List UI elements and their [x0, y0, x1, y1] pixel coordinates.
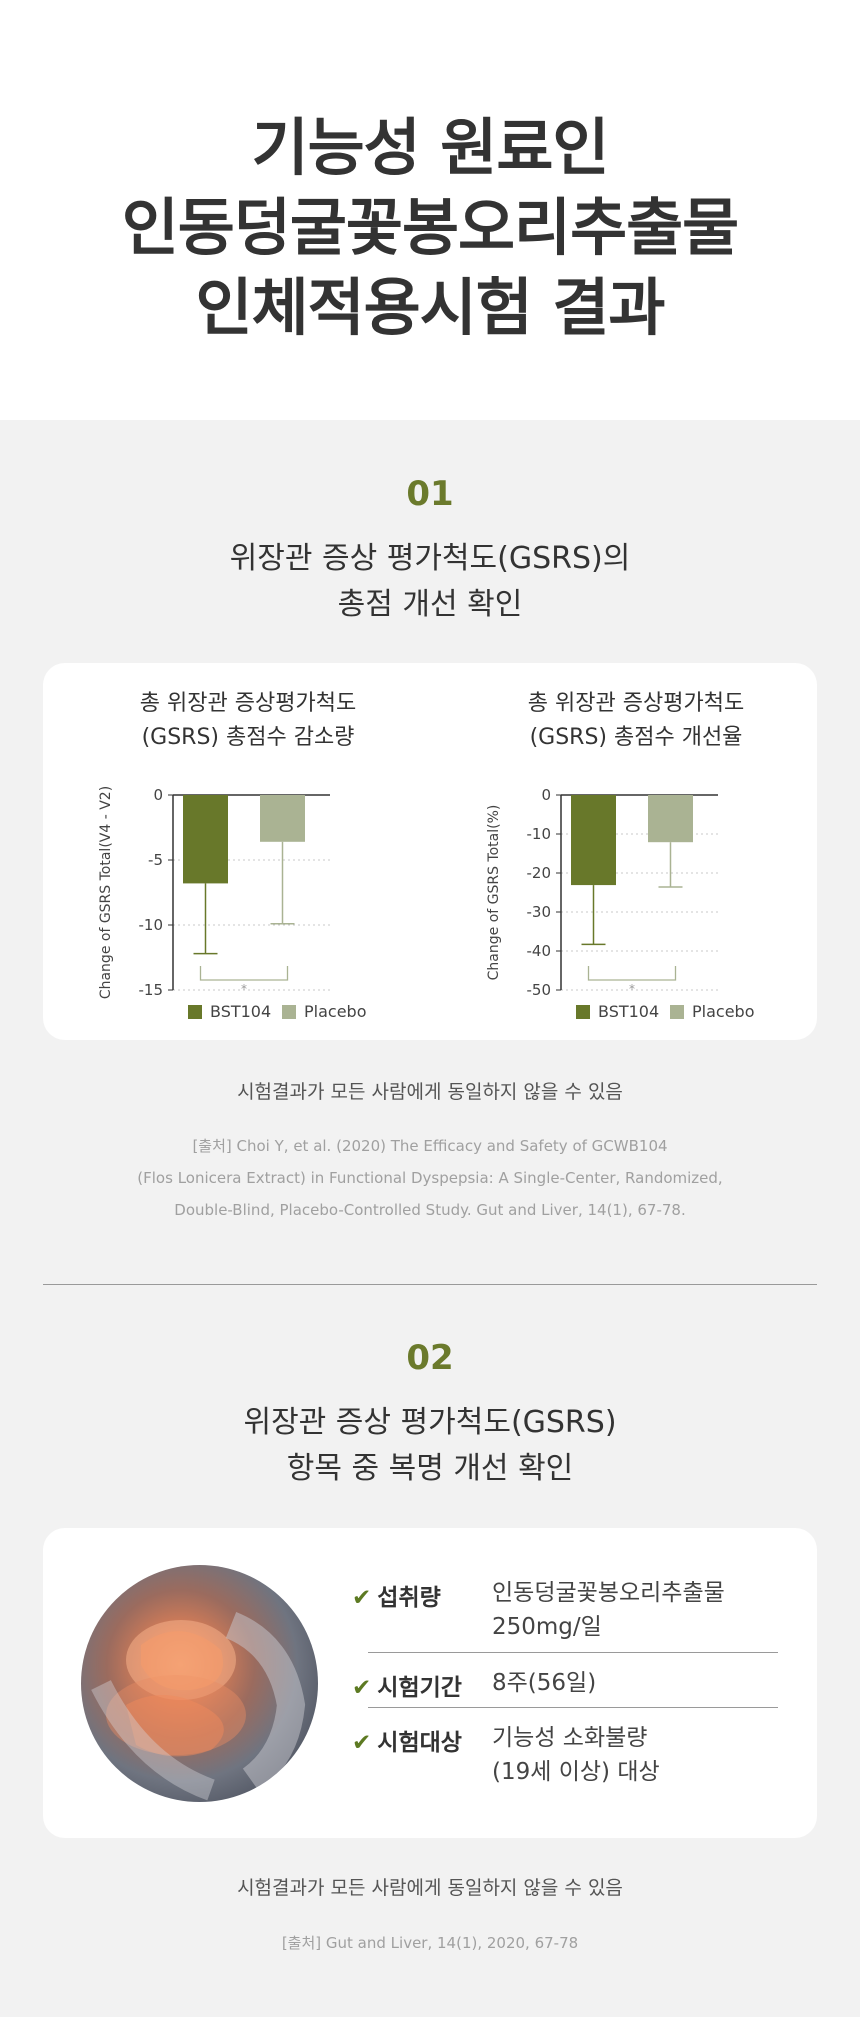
citation-line: (Flos Lonicera Extract) in Functional Dy…	[137, 1169, 723, 1187]
section2-title-line: 항목 중 복명 개선 확인	[286, 1451, 574, 1486]
legend-label: BST104	[210, 1002, 271, 1021]
section2-citation: [출처] Gut and Liver, 14(1), 2020, 67-78	[281, 1934, 579, 1952]
info-separator	[368, 1652, 778, 1653]
chart1-title-line: 총 위장관 증상평가척도	[139, 691, 357, 716]
y-axis-label: Change of GSRS Total(%)	[486, 805, 502, 981]
citation-line: [출처] Choi Y, et al. (2020) The Efficacy …	[192, 1137, 668, 1155]
stomach-pain-image	[91, 1612, 306, 1801]
bar-bst104	[571, 795, 616, 886]
info-value-line: 인동덩굴꽃봉오리추출물	[492, 1580, 725, 1606]
significance-bracket	[587, 966, 677, 981]
chart1-title-line: (GSRS) 총점수 감소량	[141, 725, 355, 750]
hero-title-line: 인동덩굴꽃봉오리추출물	[121, 191, 739, 264]
significance-mark: *	[241, 982, 247, 996]
y-tick-label: -10	[139, 916, 164, 934]
hero-title-line: 인체적용시험 결과	[195, 271, 666, 344]
legend-swatch	[282, 1005, 296, 1019]
section1-number: 01	[406, 474, 454, 514]
bar-bst104	[183, 795, 228, 884]
section1-title: 위장관 증상 평가척도(GSRS)의 총점 개선 확인	[0, 536, 860, 628]
y-tick-label: -15	[139, 981, 164, 999]
stomach-illustration	[81, 1565, 318, 1802]
significance-mark: *	[629, 982, 635, 996]
info-value-line: 8주(56일)	[492, 1670, 597, 1696]
section1-disclaimer: 시험결과가 모든 사람에게 동일하지 않을 수 있음	[237, 1081, 623, 1103]
y-tick-label: -5	[148, 851, 163, 869]
y-tick-label: 0	[153, 786, 163, 804]
citation-line: Double-Blind, Placebo-Controlled Study. …	[174, 1201, 686, 1219]
legend-label: Placebo	[304, 1002, 366, 1021]
chart2-title: 총 위장관 증상평가척도 (GSRS) 총점수 개선율	[471, 687, 801, 755]
y-tick-label: -30	[527, 903, 552, 921]
section1-title-line: 총점 개선 확인	[337, 587, 523, 622]
info-value-line: (19세 이상) 대상	[492, 1759, 660, 1785]
section2-number: 02	[406, 1338, 454, 1378]
chart2-svg: Change of GSRS Total(%) 0 -10 -20 -30 -40 -50 *…	[486, 786, 754, 1021]
hero-title: 기능성 원료인 인동덩굴꽃봉오리추출물 인체적용시험 결과	[0, 108, 860, 348]
bar-placebo	[260, 795, 305, 842]
info-value: 인동덩굴꽃봉오리추출물 250mg/일	[492, 1576, 725, 1644]
y-tick-label: 0	[541, 786, 551, 804]
check-icon: ✔	[352, 1730, 372, 1756]
chart2-title-line: (GSRS) 총점수 개선율	[529, 725, 743, 750]
hero-title-line: 기능성 원료인	[251, 111, 610, 184]
legend-label: Placebo	[692, 1002, 754, 1021]
section1-title-line: 위장관 증상 평가척도(GSRS)의	[229, 541, 631, 576]
significance-bracket	[199, 966, 289, 981]
section2-disclaimer: 시험결과가 모든 사람에게 동일하지 않을 수 있음	[237, 1877, 623, 1899]
section-divider	[43, 1284, 817, 1285]
y-tick-label: -40	[527, 942, 552, 960]
legend-swatch	[576, 1005, 590, 1019]
legend-swatch	[188, 1005, 202, 1019]
info-label: ✔ 시험대상	[352, 1730, 462, 1756]
section2-title-line: 위장관 증상 평가척도(GSRS)	[243, 1405, 617, 1440]
y-axis-label: Change of GSRS Total(V4 - V2)	[98, 786, 114, 999]
info-value-line: 250mg/일	[492, 1614, 602, 1640]
info-separator	[368, 1707, 778, 1708]
chart1-svg: Change of GSRS Total(V4 - V2) 0 -5 -10 -15 * B…	[98, 786, 366, 1021]
y-tick-label: -20	[527, 864, 552, 882]
info-value: 기능성 소화불량 (19세 이상) 대상	[492, 1721, 660, 1789]
section1-citation: [출처] Choi Y, et al. (2020) The Efficacy …	[0, 1130, 860, 1226]
bar-placebo	[648, 795, 693, 843]
hero-section: 기능성 원료인 인동덩굴꽃봉오리추출물 인체적용시험 결과	[0, 0, 860, 420]
info-list: ✔ 섭취량 인동덩굴꽃봉오리추출물 250mg/일 ✔ 시험기간 8주(56일) ✔…	[352, 1578, 782, 1818]
chart1-title: 총 위장관 증상평가척도 (GSRS) 총점수 감소량	[83, 687, 413, 755]
info-label: ✔ 시험기간	[352, 1675, 462, 1701]
chart-card: 총 위장관 증상평가척도 (GSRS) 총점수 감소량 총 위장관 증상평가척도…	[43, 663, 817, 1040]
chart2-title-line: 총 위장관 증상평가척도	[527, 691, 745, 716]
check-icon: ✔	[352, 1675, 372, 1701]
legend-label: BST104	[598, 1002, 659, 1021]
info-value-line: 기능성 소화불량	[492, 1725, 648, 1751]
info-value: 8주(56일)	[492, 1666, 596, 1700]
info-label: ✔ 섭취량	[352, 1585, 441, 1611]
y-tick-label: -10	[527, 825, 552, 843]
section2-title: 위장관 증상 평가척도(GSRS) 항목 중 복명 개선 확인	[0, 1400, 860, 1492]
check-icon: ✔	[352, 1585, 372, 1611]
y-tick-label: -50	[527, 981, 552, 999]
legend-swatch	[670, 1005, 684, 1019]
